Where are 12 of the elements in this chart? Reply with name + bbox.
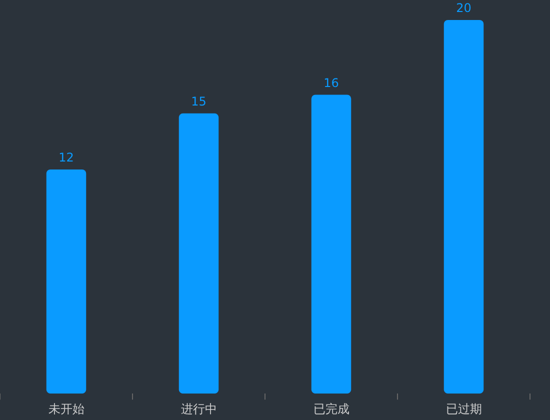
x-tick-label: 进行中 (180, 402, 217, 416)
x-tick-label: 已完成 (313, 402, 350, 416)
bar (46, 169, 86, 394)
data-label: 16 (324, 76, 339, 90)
x-tick-label: 已过期 (446, 402, 482, 416)
data-label: 12 (58, 150, 74, 165)
bar (178, 113, 219, 394)
x-tick-label: 未开始 (48, 402, 84, 416)
data-label: 15 (191, 94, 206, 109)
bar (444, 20, 484, 394)
data-label: 20 (456, 1, 472, 16)
bar (311, 94, 352, 394)
